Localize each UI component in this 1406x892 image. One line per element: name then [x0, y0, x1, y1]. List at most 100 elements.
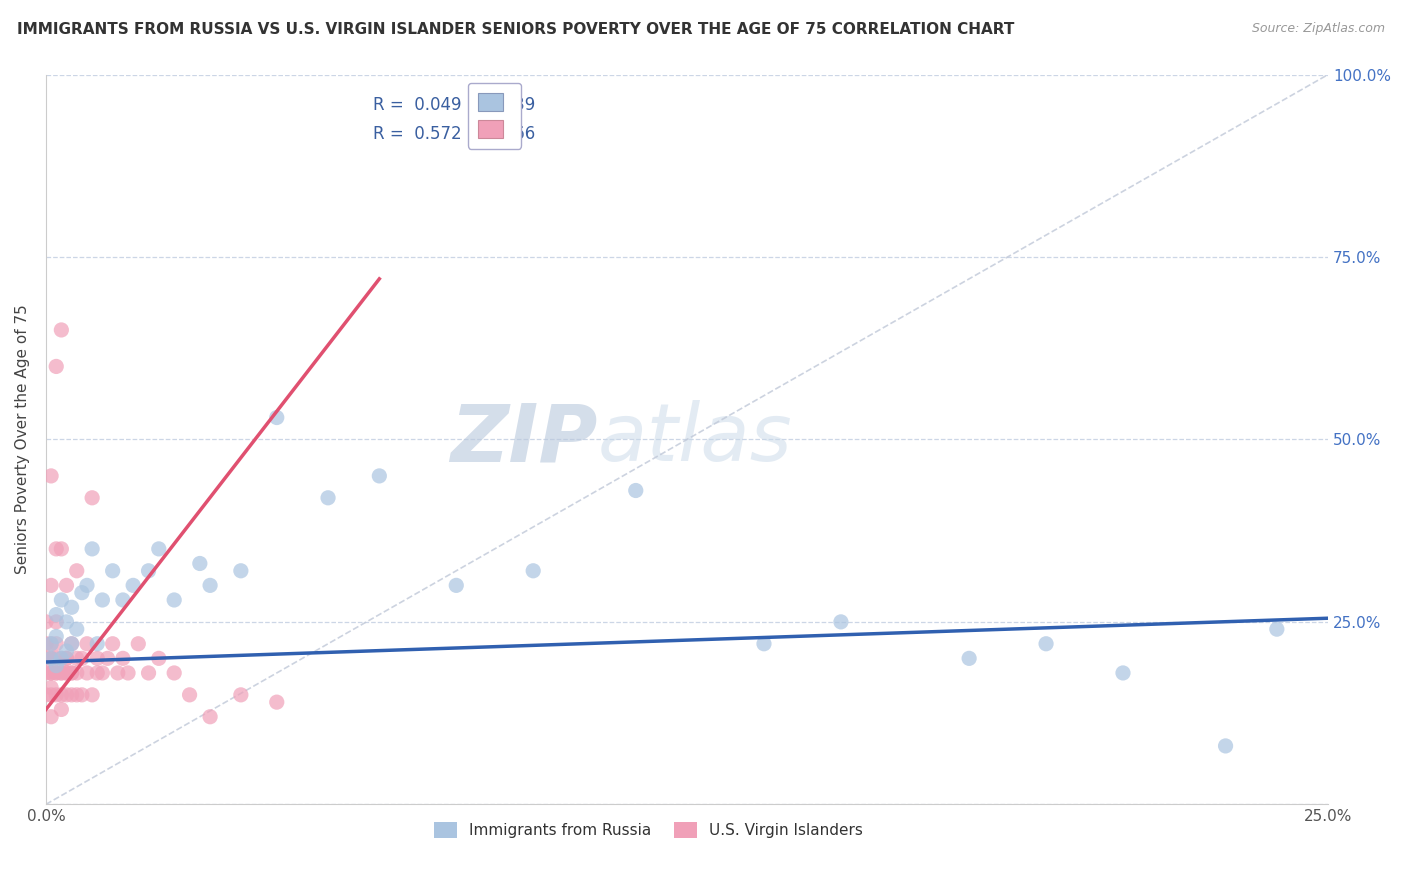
Point: [51, 651, 73, 665]
Point: [35, 615, 58, 629]
Point: [45, 637, 67, 651]
Point: [91, 593, 114, 607]
Point: [138, 665, 160, 680]
Text: ZIP: ZIP: [450, 401, 598, 478]
Point: [39, 469, 62, 483]
Point: [446, 578, 468, 592]
Point: [39, 637, 62, 651]
Point: [117, 665, 139, 680]
Point: [127, 637, 149, 651]
Point: [70, 585, 93, 599]
Point: [45, 607, 67, 622]
Point: [55, 644, 77, 658]
Point: [55, 688, 77, 702]
Text: IMMIGRANTS FROM RUSSIA VS U.S. VIRGIN ISLANDER SENIORS POVERTY OVER THE AGE OF 7: IMMIGRANTS FROM RUSSIA VS U.S. VIRGIN IS…: [17, 22, 1014, 37]
Point: [35, 665, 58, 680]
Point: [1265, 622, 1288, 636]
Point: [60, 637, 83, 651]
Point: [66, 688, 89, 702]
Point: [45, 630, 67, 644]
Point: [51, 323, 73, 337]
Text: Source: ZipAtlas.com: Source: ZipAtlas.com: [1251, 22, 1385, 36]
Point: [198, 710, 221, 724]
Point: [35, 688, 58, 702]
Point: [45, 665, 67, 680]
Point: [51, 665, 73, 680]
Point: [51, 665, 73, 680]
Point: [66, 651, 89, 665]
Point: [148, 651, 170, 665]
Legend: Immigrants from Russia, U.S. Virgin Islanders: Immigrants from Russia, U.S. Virgin Isla…: [427, 816, 869, 844]
Text: atlas: atlas: [598, 401, 792, 478]
Point: [76, 578, 98, 592]
Point: [39, 710, 62, 724]
Point: [830, 615, 852, 629]
Point: [624, 483, 647, 498]
Point: [39, 651, 62, 665]
Point: [91, 665, 114, 680]
Y-axis label: Seniors Poverty Over the Age of 75: Seniors Poverty Over the Age of 75: [15, 304, 30, 574]
Point: [45, 615, 67, 629]
Point: [66, 564, 89, 578]
Point: [55, 651, 77, 665]
Point: [76, 637, 98, 651]
Point: [51, 702, 73, 716]
Point: [86, 651, 108, 665]
Point: [60, 688, 83, 702]
Point: [39, 578, 62, 592]
Point: [35, 637, 58, 651]
Point: [55, 665, 77, 680]
Point: [101, 637, 124, 651]
Point: [229, 564, 252, 578]
Point: [266, 410, 288, 425]
Point: [39, 637, 62, 651]
Point: [86, 665, 108, 680]
Point: [266, 695, 288, 709]
Point: [229, 688, 252, 702]
Point: [107, 665, 129, 680]
Point: [86, 637, 108, 651]
Point: [316, 491, 339, 505]
Point: [368, 469, 391, 483]
Point: [51, 593, 73, 607]
Point: [1215, 739, 1237, 753]
Point: [39, 688, 62, 702]
Point: [76, 665, 98, 680]
Point: [51, 541, 73, 556]
Point: [55, 665, 77, 680]
Point: [101, 564, 124, 578]
Point: [45, 651, 67, 665]
Point: [752, 637, 775, 651]
Point: [111, 593, 134, 607]
Point: [39, 651, 62, 665]
Point: [70, 651, 93, 665]
Point: [82, 491, 104, 505]
Point: [122, 578, 145, 592]
Point: [45, 688, 67, 702]
Text: R =  0.049   N = 39: R = 0.049 N = 39: [373, 96, 536, 114]
Point: [1112, 665, 1135, 680]
Point: [111, 651, 134, 665]
Point: [39, 651, 62, 665]
Point: [39, 665, 62, 680]
Point: [60, 600, 83, 615]
Point: [35, 651, 58, 665]
Point: [60, 665, 83, 680]
Point: [55, 578, 77, 592]
Point: [39, 665, 62, 680]
Point: [45, 665, 67, 680]
Point: [163, 665, 186, 680]
Point: [957, 651, 980, 665]
Point: [138, 564, 160, 578]
Point: [82, 688, 104, 702]
Point: [60, 637, 83, 651]
Point: [66, 665, 89, 680]
Point: [188, 557, 211, 571]
Point: [66, 622, 89, 636]
Point: [522, 564, 544, 578]
Point: [163, 593, 186, 607]
Point: [51, 651, 73, 665]
Point: [55, 651, 77, 665]
Point: [70, 688, 93, 702]
Point: [55, 615, 77, 629]
